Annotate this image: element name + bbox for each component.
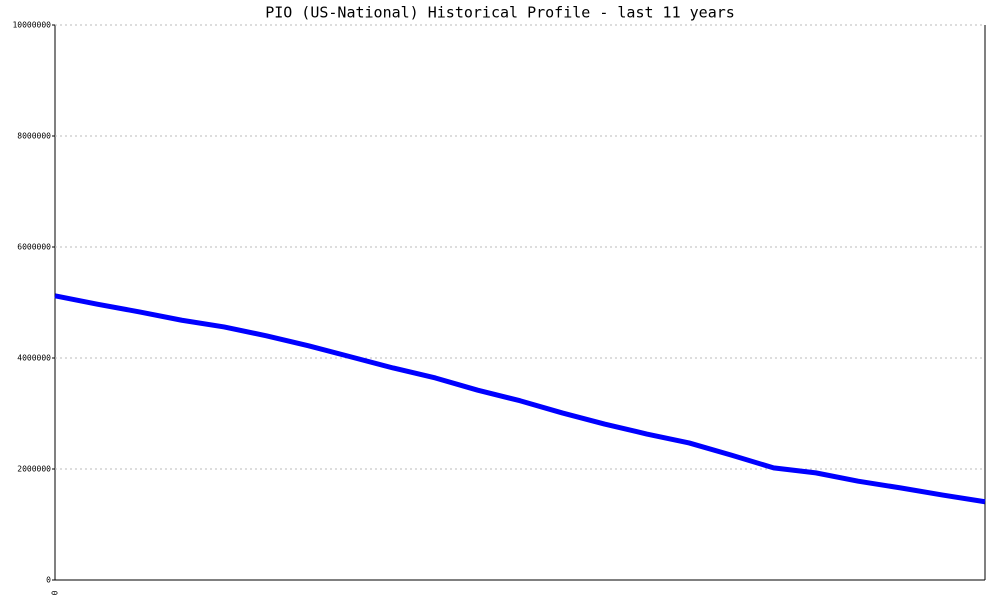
- y-tick-label: 4000000: [17, 354, 51, 363]
- x-tick-label: 0: [51, 590, 60, 595]
- y-tick-label: 8000000: [17, 132, 51, 141]
- y-tick-label: 2000000: [17, 465, 51, 474]
- line: [54, 293, 986, 505]
- y-tick-label: 6000000: [17, 243, 51, 252]
- y-tick-label: 0: [46, 576, 51, 585]
- chart-title: PIO (US-National) Historical Profile - l…: [265, 4, 735, 22]
- y-tick-label: 10000000: [12, 21, 51, 30]
